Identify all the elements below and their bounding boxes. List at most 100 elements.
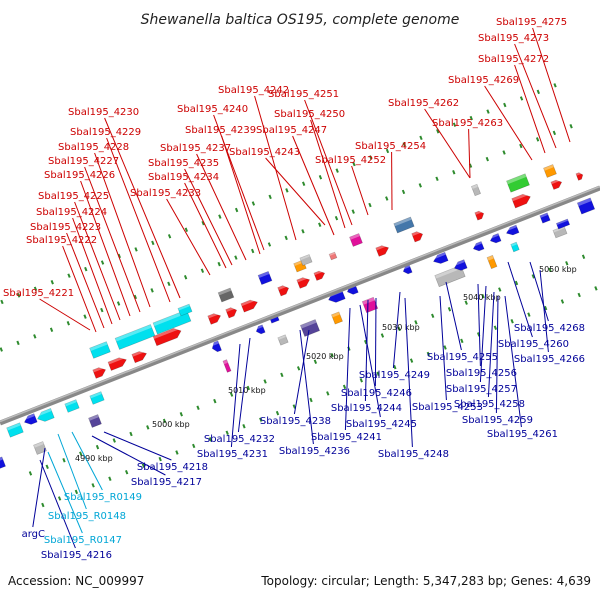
- gene-feature: [375, 243, 390, 257]
- guide-tick: [83, 314, 87, 319]
- guide-tick: [246, 385, 251, 391]
- label-leaders-layer: [32, 27, 571, 549]
- label-leader: [80, 180, 131, 317]
- guide-tick: [401, 189, 406, 195]
- guide-tick: [217, 261, 221, 267]
- gene-feature: [328, 251, 338, 261]
- guide-tick: [112, 438, 116, 443]
- guide-tick: [251, 201, 256, 206]
- label-leader: [532, 27, 571, 143]
- gene-label: Sbal195_4227: [48, 156, 119, 167]
- label-leader: [477, 283, 481, 367]
- guide-tick: [514, 280, 519, 286]
- guide-tick: [0, 347, 3, 352]
- gene-feature: [434, 264, 466, 288]
- gene-label: Sbal195_4234: [148, 172, 219, 183]
- gene-feature: [296, 275, 311, 289]
- gene-label: Sbal195_4246: [341, 388, 412, 399]
- gene-label: Sbal195_4225: [38, 191, 109, 202]
- guide-tick: [527, 312, 531, 317]
- guide-tick: [385, 196, 389, 201]
- guide-tick: [565, 261, 569, 266]
- label-leader: [299, 329, 314, 445]
- scale-tick-label: 5050 kbp: [539, 265, 577, 274]
- gene-label: Sbal195_4251: [268, 89, 339, 100]
- guide-tick: [108, 476, 112, 481]
- guide-tick: [594, 286, 598, 291]
- gene-feature: [33, 441, 47, 455]
- label-leader: [104, 117, 181, 299]
- gene-feature: [575, 171, 584, 181]
- gene-feature: [576, 197, 596, 215]
- guide-tick: [464, 300, 468, 305]
- label-leader: [404, 297, 413, 448]
- guide-tick: [376, 371, 380, 376]
- gene-feature: [131, 349, 147, 364]
- guide-tick: [49, 327, 54, 333]
- label-leader: [374, 297, 377, 387]
- gene-label: Sbal195_4239: [185, 125, 256, 136]
- guide-tick: [33, 334, 37, 339]
- guide-tick: [385, 148, 390, 154]
- guide-tick: [544, 305, 548, 311]
- guide-tick: [535, 137, 540, 142]
- gene-label: Sbal195_R0148: [48, 511, 126, 522]
- label-leader: [292, 135, 335, 236]
- guide-tick: [263, 379, 267, 384]
- guide-tick: [351, 209, 355, 214]
- guide-tick: [402, 142, 406, 147]
- label-leader: [106, 137, 171, 303]
- guide-tick: [369, 155, 373, 160]
- guide-tick: [309, 397, 313, 403]
- gene-feature: [207, 311, 222, 325]
- label-leader: [351, 165, 369, 216]
- gene-label: Sbal195_R0149: [64, 492, 142, 503]
- gene-label: Sbal195_4243: [229, 147, 300, 158]
- guide-tick: [414, 320, 418, 325]
- guide-tick: [74, 489, 79, 495]
- guide-tick: [50, 280, 54, 285]
- label-leader: [62, 245, 97, 333]
- guide-tick: [259, 417, 263, 422]
- guide-tick: [313, 359, 318, 364]
- guide-tick: [548, 267, 552, 273]
- gene-feature: [277, 283, 290, 297]
- gene-feature: [313, 269, 326, 281]
- gene-label: Sbal195_4242: [218, 85, 289, 96]
- guide-tick: [192, 443, 196, 449]
- gene-feature: [210, 340, 222, 353]
- gene-feature: [257, 270, 273, 286]
- label-leader: [344, 307, 351, 431]
- gene-label: Sbal195_4260: [498, 339, 569, 350]
- guide-tick: [486, 109, 490, 114]
- guide-tick: [296, 366, 301, 371]
- guide-tick: [141, 463, 146, 468]
- guide-tick: [84, 266, 88, 272]
- guide-tick: [28, 471, 33, 476]
- guide-tick: [447, 307, 452, 312]
- accession-text: Accession: NC_009997: [8, 574, 144, 588]
- gene-label: Sbal195_4262: [388, 98, 459, 109]
- gene-labels-layer: Sbal195_4275 Sbal195_4273 Sbal195_4272 Sbal…: [3, 17, 585, 561]
- guide-tick: [553, 83, 557, 88]
- gene-label: Sbal195_4229: [70, 127, 141, 138]
- label-leader: [47, 451, 83, 534]
- label-leader: [91, 435, 166, 476]
- guide-tick: [218, 214, 222, 219]
- guide-tick: [552, 130, 557, 136]
- guide-tick: [150, 288, 154, 293]
- label-leader: [529, 261, 549, 322]
- guide-tick: [409, 358, 414, 363]
- gene-feature: [92, 365, 107, 379]
- guide-tick: [134, 247, 138, 252]
- gene-label: Sbal195_4222: [26, 235, 97, 246]
- guide-tick: [302, 181, 306, 187]
- gene-feature: [331, 311, 343, 325]
- label-leader: [310, 119, 346, 229]
- gene-feature: [452, 259, 468, 271]
- scale-tick-label: 5040 kbp: [463, 293, 501, 302]
- gene-feature: [22, 413, 38, 425]
- guide-tick: [234, 255, 238, 260]
- gene-label: Sbal195_4226: [44, 170, 115, 181]
- guide-tick: [519, 96, 524, 101]
